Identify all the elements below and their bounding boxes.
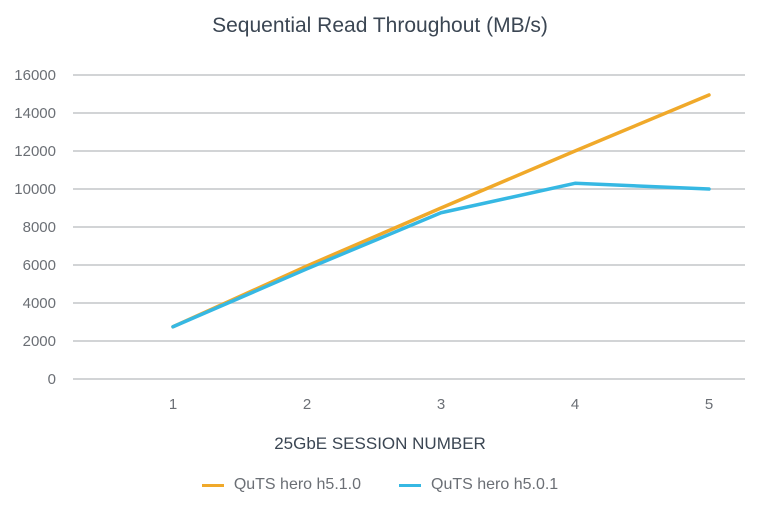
y-tick-label: 14000	[14, 105, 56, 122]
series-line-1	[171, 181, 711, 329]
legend-item-h510: QuTS hero h5.1.0	[201, 476, 361, 494]
chart-title: Sequential Read Throughout (MB/s)	[212, 14, 548, 37]
legend-swatch	[201, 483, 224, 487]
x-tick-label: 5	[705, 396, 713, 413]
x-tick-label: 4	[571, 396, 579, 413]
y-tick-label: 0	[48, 371, 56, 388]
legend-item-h501: QuTS hero h5.0.1	[399, 476, 558, 494]
y-tick-label: 6000	[23, 257, 56, 274]
y-tick-label: 2000	[23, 333, 56, 350]
legend-swatch	[399, 483, 421, 487]
x-axis-label: 25GbE SESSION NUMBER	[274, 434, 486, 453]
y-tick-label: 10000	[14, 181, 56, 198]
y-tick-label: 4000	[23, 295, 56, 312]
legend-label: QuTS hero h5.0.1	[431, 476, 559, 493]
x-tick-label: 2	[303, 396, 311, 413]
y-tick-label: 16000	[14, 67, 56, 84]
y-tick-label: 8000	[23, 219, 56, 236]
x-tick-label: 1	[169, 396, 177, 413]
legend: QuTS hero h5.1.0 QuTS hero h5.0.1	[0, 476, 760, 494]
legend-label: QuTS hero h5.1.0	[233, 476, 361, 493]
y-tick-label: 12000	[14, 143, 56, 160]
chart-plot: 0 2000 4000 6000 8000 10000 12000 14000 16000 1 2 3…	[14, 67, 745, 413]
x-tick-label: 3	[437, 396, 445, 413]
